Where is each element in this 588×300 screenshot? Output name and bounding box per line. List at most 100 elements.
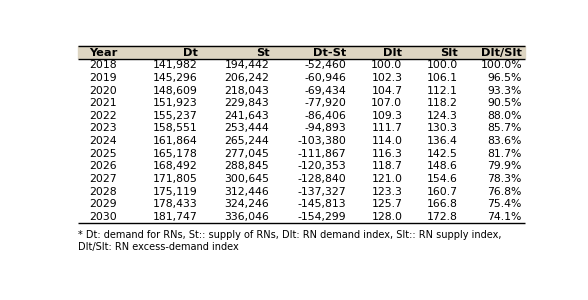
Text: 107.0: 107.0 — [371, 98, 402, 108]
Text: 265,244: 265,244 — [225, 136, 269, 146]
Text: DIt/SIt: DIt/SIt — [481, 48, 522, 58]
Text: 2024: 2024 — [89, 136, 117, 146]
Text: 288,845: 288,845 — [225, 161, 269, 171]
Bar — [78, 84, 524, 97]
Text: 142.5: 142.5 — [427, 149, 458, 159]
Text: 172.8: 172.8 — [427, 212, 458, 222]
Text: 171,805: 171,805 — [153, 174, 198, 184]
Text: 175,119: 175,119 — [153, 187, 198, 196]
Bar — [78, 211, 524, 223]
Text: 154.6: 154.6 — [427, 174, 458, 184]
Text: 100.0: 100.0 — [371, 60, 402, 70]
Bar — [78, 110, 524, 122]
Text: 85.7%: 85.7% — [487, 123, 522, 134]
Text: -128,840: -128,840 — [298, 174, 346, 184]
Text: 78.3%: 78.3% — [487, 174, 522, 184]
Text: -103,380: -103,380 — [298, 136, 346, 146]
Text: -52,460: -52,460 — [305, 60, 346, 70]
Text: 79.9%: 79.9% — [487, 161, 522, 171]
Text: 96.5%: 96.5% — [487, 73, 522, 83]
Text: 2026: 2026 — [89, 161, 117, 171]
Text: 100.0%: 100.0% — [480, 60, 522, 70]
Text: 145,296: 145,296 — [153, 73, 198, 83]
Text: 2030: 2030 — [89, 212, 117, 222]
Text: 125.7: 125.7 — [372, 199, 402, 209]
Text: 106.1: 106.1 — [427, 73, 458, 83]
Text: 74.1%: 74.1% — [487, 212, 522, 222]
Text: 2027: 2027 — [89, 174, 117, 184]
Text: 277,045: 277,045 — [225, 149, 269, 159]
Text: 104.7: 104.7 — [371, 85, 402, 96]
Text: SIt: SIt — [440, 48, 458, 58]
Text: 241,643: 241,643 — [225, 111, 269, 121]
Text: 336,046: 336,046 — [225, 212, 269, 222]
Text: 112.1: 112.1 — [427, 85, 458, 96]
Text: 181,747: 181,747 — [153, 212, 198, 222]
Text: 148,609: 148,609 — [153, 85, 198, 96]
Text: Dt: Dt — [183, 48, 198, 58]
Text: 75.4%: 75.4% — [487, 199, 522, 209]
Text: 2025: 2025 — [89, 149, 117, 159]
Text: 83.6%: 83.6% — [487, 136, 522, 146]
Bar — [78, 59, 524, 72]
Text: 155,237: 155,237 — [153, 111, 198, 121]
Text: -77,920: -77,920 — [305, 98, 346, 108]
Text: 160.7: 160.7 — [427, 187, 458, 196]
Text: -120,353: -120,353 — [298, 161, 346, 171]
Text: 141,982: 141,982 — [153, 60, 198, 70]
Text: 148.6: 148.6 — [427, 161, 458, 171]
Text: 88.0%: 88.0% — [487, 111, 522, 121]
Text: -86,406: -86,406 — [305, 111, 346, 121]
Text: 158,551: 158,551 — [153, 123, 198, 134]
Text: 218,043: 218,043 — [225, 85, 269, 96]
Text: 168,492: 168,492 — [153, 161, 198, 171]
Text: Dt-St: Dt-St — [313, 48, 346, 58]
Text: 253,444: 253,444 — [225, 123, 269, 134]
Text: -69,434: -69,434 — [305, 85, 346, 96]
Text: -154,299: -154,299 — [298, 212, 346, 222]
Bar — [78, 135, 524, 147]
Text: 136.4: 136.4 — [427, 136, 458, 146]
Text: 128.0: 128.0 — [371, 212, 402, 222]
Text: 312,446: 312,446 — [225, 187, 269, 196]
Text: 111.7: 111.7 — [372, 123, 402, 134]
Bar — [78, 172, 524, 185]
Text: 166.8: 166.8 — [427, 199, 458, 209]
Bar — [78, 72, 524, 84]
Text: 118.7: 118.7 — [372, 161, 402, 171]
Text: 81.7%: 81.7% — [487, 149, 522, 159]
Text: 178,433: 178,433 — [153, 199, 198, 209]
Text: 2019: 2019 — [89, 73, 117, 83]
Text: 118.2: 118.2 — [427, 98, 458, 108]
Text: -137,327: -137,327 — [298, 187, 346, 196]
Text: 2020: 2020 — [89, 85, 117, 96]
Text: 206,242: 206,242 — [225, 73, 269, 83]
Text: -94,893: -94,893 — [305, 123, 346, 134]
Text: 324,246: 324,246 — [225, 199, 269, 209]
Text: Year: Year — [89, 48, 118, 58]
Bar — [78, 198, 524, 211]
Bar — [78, 160, 524, 172]
Text: 121.0: 121.0 — [371, 174, 402, 184]
Text: 93.3%: 93.3% — [487, 85, 522, 96]
Text: -145,813: -145,813 — [298, 199, 346, 209]
Text: 229,843: 229,843 — [225, 98, 269, 108]
Text: DIt: DIt — [383, 48, 402, 58]
Bar — [78, 122, 524, 135]
Text: 2021: 2021 — [89, 98, 117, 108]
Bar — [78, 97, 524, 110]
Text: 130.3: 130.3 — [427, 123, 458, 134]
Text: 102.3: 102.3 — [371, 73, 402, 83]
Text: 2028: 2028 — [89, 187, 117, 196]
Bar — [78, 147, 524, 160]
Bar — [78, 46, 524, 59]
Text: 151,923: 151,923 — [153, 98, 198, 108]
Text: 2022: 2022 — [89, 111, 117, 121]
Text: 109.3: 109.3 — [371, 111, 402, 121]
Text: -60,946: -60,946 — [305, 73, 346, 83]
Bar — [78, 185, 524, 198]
Text: 161,864: 161,864 — [153, 136, 198, 146]
Text: St: St — [256, 48, 269, 58]
Text: 124.3: 124.3 — [427, 111, 458, 121]
Text: 114.0: 114.0 — [371, 136, 402, 146]
